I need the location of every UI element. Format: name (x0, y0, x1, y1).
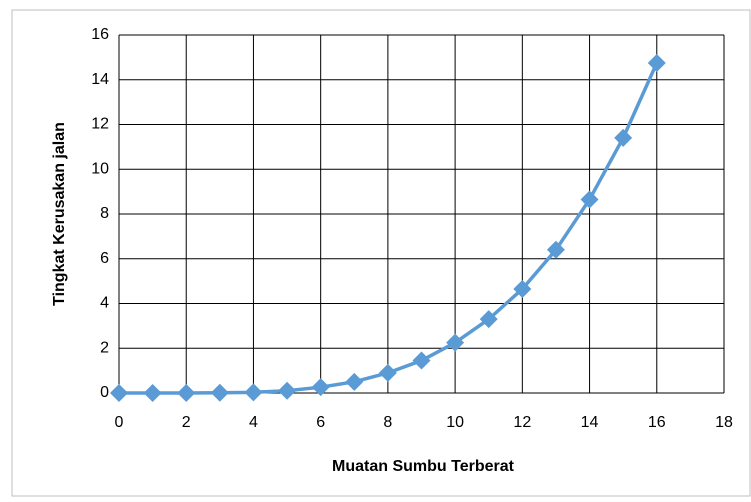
y-tick-label: 14 (91, 71, 109, 88)
y-tick-label: 2 (100, 339, 109, 356)
x-tick-label: 0 (115, 414, 124, 431)
y-tick-label: 0 (100, 384, 109, 401)
data-point (311, 378, 330, 397)
y-tick-label: 12 (91, 116, 109, 133)
x-axis-label: Muatan Sumbu Terberat (332, 458, 515, 475)
data-point (513, 279, 532, 298)
data-point (546, 240, 565, 259)
data-point (143, 384, 162, 402)
data-point (244, 383, 263, 402)
x-tick-label: 10 (446, 414, 464, 431)
data-point (412, 351, 431, 370)
x-tick-label: 4 (249, 414, 258, 431)
data-point (110, 384, 128, 402)
data-point (580, 190, 599, 209)
data-point (479, 310, 498, 329)
y-tick-label: 16 (91, 26, 109, 43)
y-tick-label: 10 (91, 160, 109, 177)
data-point (278, 381, 297, 400)
data-point (378, 363, 397, 382)
y-axis-label: Tingkat Kerusakan jalan (51, 122, 68, 306)
y-tick-label: 4 (100, 295, 109, 312)
chart-frame (11, 9, 751, 497)
data-point (446, 333, 465, 352)
x-tick-label: 14 (581, 414, 599, 431)
data-point (345, 372, 364, 391)
x-tick-label: 16 (648, 414, 666, 431)
x-tick-label: 18 (715, 414, 733, 431)
data-point (177, 384, 196, 402)
data-point (614, 128, 633, 147)
y-tick-label: 6 (100, 250, 109, 267)
x-tick-label: 12 (513, 414, 531, 431)
y-tick-label: 8 (100, 205, 109, 222)
x-tick-label: 2 (182, 414, 191, 431)
data-point (210, 383, 229, 402)
x-tick-label: 6 (316, 414, 325, 431)
data-point (647, 53, 666, 72)
x-tick-label: 8 (383, 414, 392, 431)
